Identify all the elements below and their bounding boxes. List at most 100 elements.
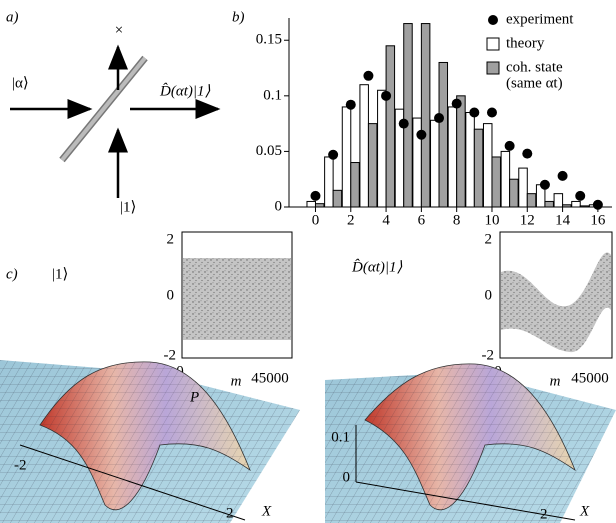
- tick-label: 45000: [251, 370, 289, 386]
- bar: [571, 200, 581, 208]
- wigner-mesh: [365, 363, 575, 510]
- legend-label: experiment: [506, 11, 574, 27]
- bar: [465, 112, 475, 208]
- x-tick-label: 0: [312, 212, 320, 228]
- panel-label: b): [232, 9, 245, 25]
- legend-marker: [486, 37, 500, 51]
- bar: [562, 204, 572, 208]
- y-tick-label: 0.15: [256, 32, 282, 48]
- panel-c: c) |1⟩ D̂(αt)|1⟩ 2 0 -2 0 45000 m -2 2 X…: [0, 231, 616, 523]
- y-tick-label: 0.05: [256, 143, 282, 159]
- x-tick-label: 8: [453, 212, 461, 228]
- panel-a: a) × |α⟩ D̂(αt)|1⟩ |1⟩: [6, 9, 221, 215]
- bar: [526, 193, 537, 208]
- bar: [332, 189, 343, 208]
- bar: [314, 203, 325, 208]
- tick-label: -2: [482, 347, 495, 363]
- data-point: [575, 190, 586, 201]
- legend-marker: [486, 61, 500, 75]
- data-point: [328, 149, 339, 160]
- tick-label: 2: [167, 231, 175, 247]
- data-point: [363, 70, 374, 81]
- bar: [341, 106, 352, 208]
- bar: [324, 156, 334, 208]
- tick-label: -2: [14, 457, 27, 473]
- wigner-mesh: [40, 361, 250, 510]
- axis-label: m: [231, 373, 242, 389]
- quadrature-cloud: [501, 252, 611, 353]
- data-point: [398, 118, 409, 129]
- tick-label: 2: [226, 505, 234, 521]
- bar: [438, 61, 449, 208]
- bar: [500, 150, 511, 208]
- tick-label: 0: [343, 469, 351, 485]
- bar: [430, 119, 440, 208]
- data-point: [451, 98, 462, 109]
- point-label: P: [189, 389, 199, 405]
- x-tick-label: 2: [347, 212, 355, 228]
- legend-label: coh. state: [506, 59, 563, 75]
- data-point: [557, 170, 568, 181]
- bar: [306, 200, 316, 208]
- y-tick-label: 0: [275, 198, 283, 214]
- bar: [420, 23, 431, 208]
- bar: [491, 156, 501, 208]
- beam-splitter: [60, 56, 147, 162]
- panel-label: c): [6, 266, 18, 282]
- x-tick-label: 6: [418, 212, 426, 228]
- tick-label: 2: [485, 231, 493, 247]
- axis: [355, 481, 576, 521]
- bar: [482, 123, 493, 208]
- x-tick-label: 4: [382, 212, 390, 228]
- tick-label: 0: [485, 287, 493, 303]
- data-point: [504, 140, 515, 151]
- tick-label: 45000: [571, 370, 609, 386]
- data-point: [310, 190, 321, 201]
- tick-label: -2: [164, 347, 177, 363]
- x-tick-label: 14: [555, 212, 571, 228]
- data-point: [539, 179, 550, 190]
- input-label: |α⟩: [12, 75, 29, 91]
- bar: [377, 89, 387, 208]
- bar: [367, 123, 378, 208]
- bar: [359, 84, 369, 208]
- tick-label: 2: [540, 506, 548, 522]
- tick-label: 0: [167, 287, 175, 303]
- bar: [350, 162, 360, 208]
- output-label: D̂(αt)|1⟩: [159, 83, 210, 99]
- bar: [553, 193, 564, 208]
- data-point: [345, 99, 356, 110]
- bar: [403, 23, 413, 208]
- data-point: [592, 199, 603, 210]
- bar: [456, 95, 466, 208]
- state-label: |1⟩: [52, 266, 68, 282]
- input-label: |1⟩: [120, 199, 136, 215]
- discarded: ×: [115, 22, 123, 38]
- legend-marker: [488, 15, 498, 25]
- tick-label: 0.1: [331, 429, 350, 445]
- x-tick-label: 10: [484, 212, 499, 228]
- y-tick-label: 0.1: [263, 87, 282, 103]
- axis-label: X: [261, 503, 272, 519]
- data-point: [434, 113, 445, 124]
- panel-b: b) 0 0.05 0.1 0.15 0 2 4 6 8 10 12 14 16 experiment th…: [232, 9, 612, 228]
- data-point: [416, 129, 427, 140]
- bar: [544, 200, 554, 208]
- x-tick-label: 12: [520, 212, 535, 228]
- bar: [509, 178, 519, 208]
- bar: [385, 45, 396, 208]
- panel-label: a): [6, 9, 19, 25]
- state-label: D̂(αt)|1⟩: [351, 259, 402, 275]
- bar: [473, 128, 484, 208]
- axis: [19, 444, 246, 521]
- axis-label: m: [550, 373, 561, 389]
- data-point: [469, 107, 480, 118]
- data-point: [381, 90, 392, 101]
- quadrature-cloud: [183, 258, 291, 340]
- bar: [579, 205, 590, 208]
- axis-label: X: [579, 503, 590, 519]
- bar: [518, 167, 528, 208]
- data-point: [522, 148, 533, 159]
- data-point: [486, 107, 497, 118]
